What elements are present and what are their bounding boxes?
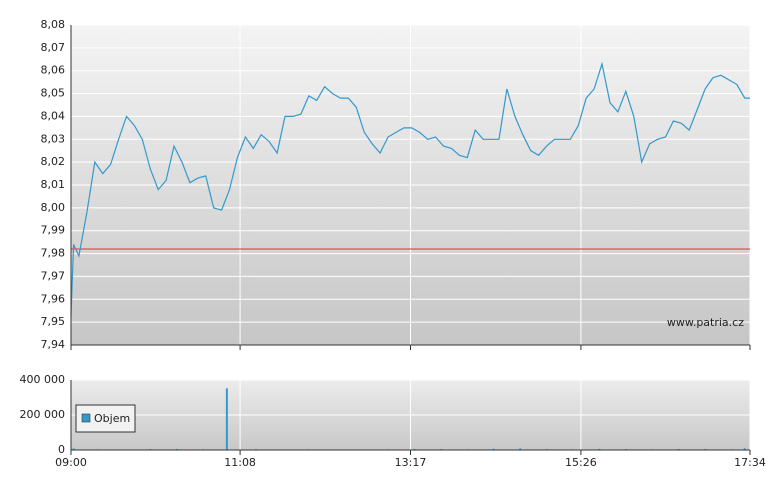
volume-bar — [677, 448, 680, 450]
y-tick-label: 7,96 — [41, 292, 66, 305]
y-tick-label: 8,02 — [41, 155, 66, 168]
y-tick-label: 8,06 — [41, 64, 66, 77]
y-tick-label: 8,01 — [41, 178, 66, 191]
y-tick-label: 200 000 — [20, 408, 66, 421]
x-tick-label: 15:26 — [565, 456, 597, 469]
x-tick-label: 13:17 — [395, 456, 427, 469]
volume-bar — [413, 448, 416, 450]
volume-bar — [72, 448, 75, 450]
y-tick-label: 8,05 — [41, 87, 66, 100]
y-tick-label: 7,95 — [41, 315, 66, 328]
y-tick-label: 7,97 — [41, 269, 66, 282]
y-tick-label: 7,99 — [41, 224, 66, 237]
y-tick-label: 7,94 — [41, 338, 66, 351]
legend-swatch — [81, 413, 91, 423]
volume-bar — [492, 448, 495, 450]
volume-bar — [519, 448, 522, 450]
legend-label: Objem — [94, 412, 130, 425]
y-tick-label: 7,98 — [41, 247, 66, 260]
volume-bar — [743, 448, 746, 450]
x-tick-label: 17:34 — [734, 456, 766, 469]
volume-bar — [225, 388, 228, 450]
volume-bar — [598, 448, 601, 450]
price-line — [70, 61, 750, 316]
volume-bar — [175, 448, 178, 450]
watermark: www.patria.cz — [667, 316, 744, 329]
legend: Objem — [75, 404, 136, 433]
y-tick-label: 0 — [58, 443, 65, 456]
y-tick-label: 8,04 — [41, 109, 66, 122]
y-tick-label: 8,00 — [41, 201, 66, 214]
x-tick-label: 11:08 — [224, 456, 256, 469]
y-tick-label: 400 000 — [20, 373, 66, 386]
x-tick-label: 09:00 — [55, 456, 87, 469]
y-tick-label: 8,08 — [41, 18, 66, 31]
y-tick-label: 8,07 — [41, 41, 66, 54]
y-tick-label: 8,03 — [41, 132, 66, 145]
